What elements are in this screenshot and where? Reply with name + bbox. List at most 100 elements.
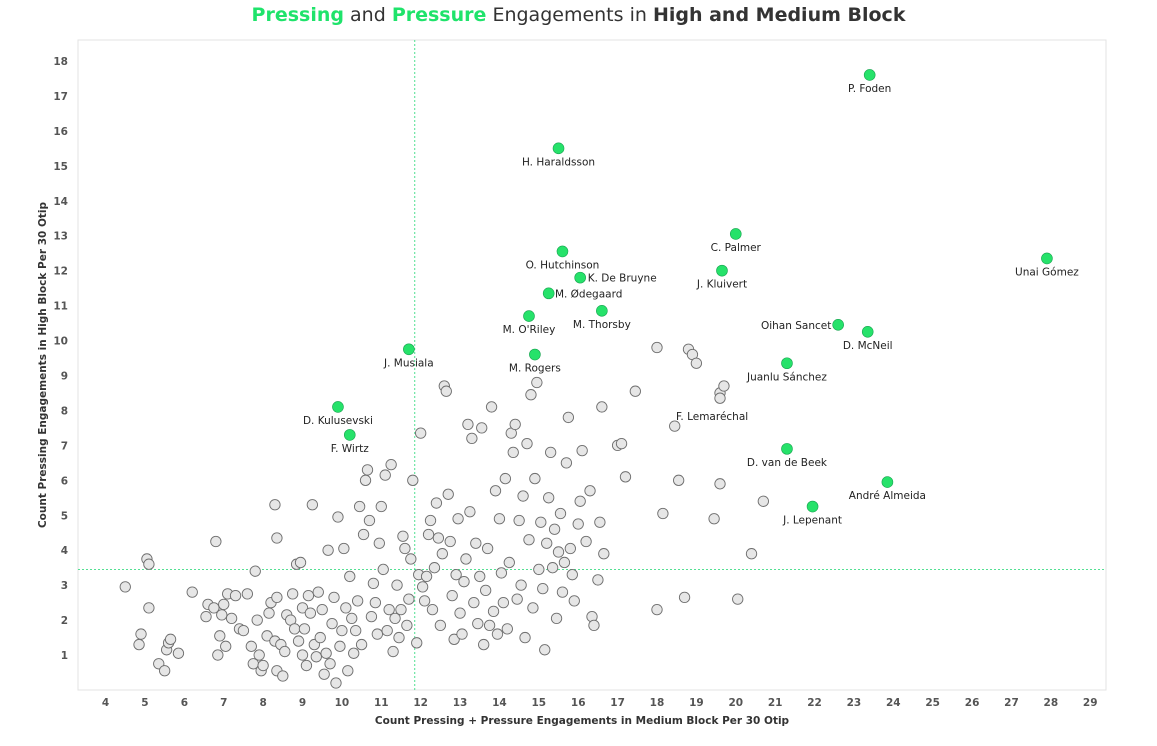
highlighted-player-point	[343, 429, 356, 441]
player-label: D. Kulusevski	[303, 415, 373, 427]
player-labels: P. Foden H. Haraldsson C. Palmer O. Hutchin…	[303, 83, 1079, 527]
player-point	[292, 635, 305, 647]
y-axis-label: Count Pressing Engagements in High Block…	[37, 201, 49, 528]
player-point	[300, 659, 313, 672]
player-point	[678, 591, 691, 604]
player-point	[574, 495, 586, 507]
player-point	[271, 591, 283, 604]
y-tick-label: 12	[53, 266, 68, 278]
player-point	[576, 444, 588, 457]
player-point	[426, 603, 439, 616]
player-label: J. Lepenant	[782, 515, 842, 527]
player-label: Oihan Sancet	[761, 320, 831, 332]
player-point	[369, 596, 382, 609]
player-point	[757, 495, 769, 507]
player-label: M. O'Riley	[503, 324, 556, 336]
player-point	[499, 472, 511, 485]
x-tick-label: 14	[492, 697, 507, 709]
player-point	[359, 474, 372, 486]
player-point	[375, 500, 387, 513]
player-point	[422, 528, 435, 541]
y-tick-label: 18	[53, 56, 68, 68]
player-point	[436, 548, 448, 560]
player-point	[277, 670, 289, 682]
player-label: D. McNeil	[843, 340, 893, 352]
player-point	[533, 563, 545, 576]
x-tick-label: 26	[965, 697, 980, 709]
x-tick-label: 21	[768, 697, 783, 709]
player-point	[558, 556, 571, 569]
player-label: D. van de Beek	[747, 457, 828, 469]
player-point	[531, 376, 543, 389]
player-point	[592, 574, 604, 586]
player-point	[271, 532, 283, 544]
player-point	[326, 617, 338, 630]
player-point	[143, 558, 155, 570]
x-tick-label: 24	[886, 697, 901, 709]
y-tick-label: 10	[53, 336, 68, 348]
x-tick-label: 17	[610, 697, 625, 709]
player-point	[379, 469, 391, 481]
highlighted-player-point	[403, 343, 415, 356]
player-point	[385, 458, 397, 471]
player-point	[304, 607, 317, 619]
y-tick-label: 17	[53, 91, 68, 103]
player-point	[450, 569, 462, 581]
player-point	[363, 514, 376, 527]
player-point	[143, 602, 155, 614]
player-point	[560, 457, 573, 469]
player-point	[619, 471, 632, 483]
player-point	[257, 659, 269, 672]
player-point	[669, 420, 681, 432]
player-point	[564, 542, 576, 555]
player-point	[164, 633, 177, 645]
highlighted-player-point	[863, 69, 876, 81]
player-point	[460, 553, 472, 565]
highlighted-player-point	[542, 287, 555, 300]
player-point	[342, 665, 354, 677]
player-point	[324, 658, 336, 670]
player-label: H. Haraldsson	[522, 156, 595, 168]
y-tick-label: 13	[53, 231, 68, 243]
player-point	[306, 499, 319, 511]
player-point	[432, 532, 445, 544]
y-tick-label: 4	[61, 545, 68, 557]
player-point	[596, 401, 608, 413]
highlighted-player-point	[781, 443, 793, 455]
player-point	[288, 623, 301, 635]
player-point	[269, 499, 281, 511]
player-point	[186, 586, 198, 598]
player-label: Unai Gómez	[1015, 266, 1079, 278]
y-tick-label: 3	[61, 580, 68, 592]
y-tick-label: 1	[61, 650, 68, 662]
player-point	[462, 418, 474, 431]
player-point	[690, 357, 703, 369]
player-point	[387, 645, 399, 658]
player-point	[316, 603, 328, 616]
x-tick-label: 20	[728, 697, 743, 709]
title-mid: Engagements in	[486, 4, 653, 26]
player-point	[434, 619, 447, 631]
highlighted-player-point	[832, 319, 844, 331]
player-point	[556, 586, 569, 598]
player-point	[135, 628, 147, 640]
player-point	[405, 553, 417, 565]
player-label: O. Hutchinson	[526, 259, 600, 271]
player-point	[515, 579, 527, 591]
player-label: J. Kluivert	[696, 279, 747, 291]
player-point	[338, 542, 350, 555]
highlighted-player-point	[806, 500, 819, 513]
player-point	[566, 569, 578, 581]
player-label: P. Foden	[848, 83, 891, 95]
player-point	[411, 637, 423, 649]
player-point	[253, 649, 265, 661]
player-point	[357, 528, 370, 541]
player-point	[521, 437, 533, 450]
player-point	[544, 446, 557, 459]
player-point	[487, 605, 500, 618]
player-point	[302, 589, 315, 602]
player-point	[651, 341, 663, 354]
player-point	[418, 595, 431, 607]
player-point	[572, 518, 584, 530]
